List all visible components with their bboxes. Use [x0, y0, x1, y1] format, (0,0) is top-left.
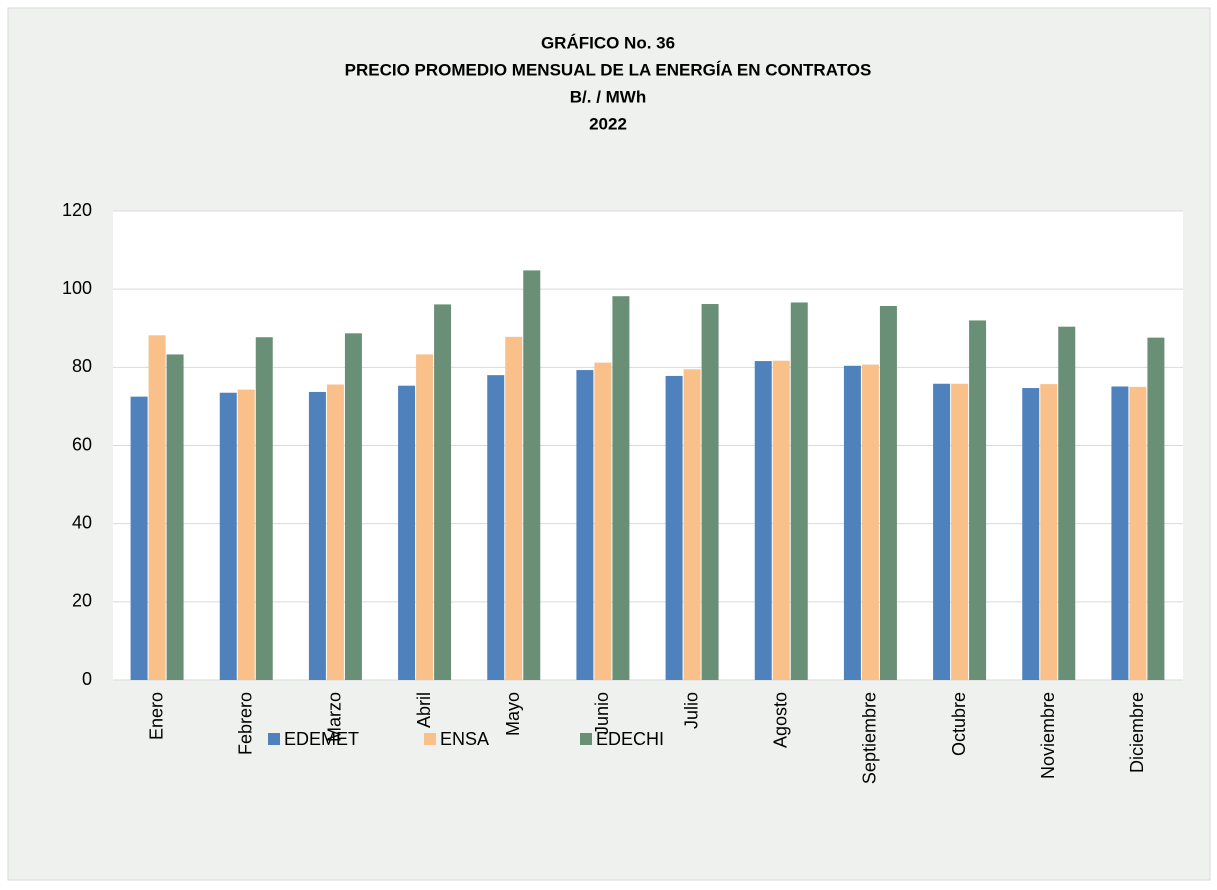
- legend-swatch: [424, 733, 436, 745]
- y-tick-label: 60: [72, 434, 92, 454]
- bar: [969, 320, 987, 680]
- bar: [879, 305, 897, 680]
- y-tick-label: 100: [62, 278, 92, 298]
- legend-label: EDECHI: [596, 729, 664, 749]
- x-tick-label: Abril: [414, 692, 434, 728]
- x-tick-label: Noviembre: [1038, 692, 1058, 779]
- bar: [683, 369, 701, 680]
- chart-title: GRÁFICO No. 36: [541, 33, 675, 52]
- legend-swatch: [268, 733, 280, 745]
- bar: [1147, 337, 1165, 680]
- bar: [951, 383, 969, 680]
- chart-title: PRECIO PROMEDIO MENSUAL DE LA ENERGÍA EN…: [345, 60, 872, 79]
- x-tick-label: Septiembre: [860, 692, 880, 784]
- x-tick-label: Febrero: [236, 692, 256, 755]
- bar: [594, 362, 612, 680]
- x-tick-label: Junio: [592, 692, 612, 735]
- y-tick-label: 80: [72, 356, 92, 376]
- bar: [1111, 386, 1129, 680]
- bar: [665, 375, 683, 680]
- bar: [505, 336, 523, 680]
- bar: [487, 375, 505, 680]
- bar: [612, 296, 630, 680]
- bar: [701, 304, 719, 680]
- bar: [344, 333, 362, 680]
- chart-title: B/. / MWh: [570, 87, 646, 106]
- x-tick-label: Diciembre: [1127, 692, 1147, 773]
- y-tick-label: 40: [72, 512, 92, 532]
- bar: [416, 354, 434, 680]
- bar: [326, 384, 344, 680]
- bar: [434, 304, 452, 680]
- bar: [754, 361, 772, 680]
- bar: [237, 389, 255, 680]
- x-tick-label: Mayo: [503, 692, 523, 736]
- bar: [308, 391, 326, 680]
- x-tick-label: Julio: [681, 692, 701, 729]
- x-tick-label: Octubre: [949, 692, 969, 756]
- bar: [933, 383, 951, 680]
- x-tick-label: Agosto: [771, 692, 791, 748]
- bar: [523, 270, 541, 680]
- legend-label: ENSA: [440, 729, 489, 749]
- x-tick-label: Enero: [146, 692, 166, 740]
- bar: [398, 385, 416, 680]
- bar: [255, 337, 273, 680]
- bar: [219, 392, 237, 680]
- bar: [576, 370, 594, 680]
- bar: [861, 364, 879, 680]
- chart-title: 2022: [589, 114, 627, 133]
- bar: [1058, 326, 1076, 680]
- legend-swatch: [580, 733, 592, 745]
- legend-label: EDEMET: [284, 729, 359, 749]
- y-tick-label: 20: [72, 591, 92, 611]
- bar: [166, 354, 184, 680]
- bar: [130, 396, 148, 680]
- bar: [772, 360, 790, 680]
- bar: [1040, 384, 1058, 680]
- y-tick-label: 0: [82, 669, 92, 689]
- bar: [1129, 386, 1147, 680]
- bar: [148, 335, 166, 680]
- bar: [790, 302, 808, 680]
- bar: [1022, 388, 1040, 680]
- y-tick-label: 120: [62, 200, 92, 220]
- bar: [843, 365, 861, 680]
- x-tick-label: Marzo: [325, 692, 345, 742]
